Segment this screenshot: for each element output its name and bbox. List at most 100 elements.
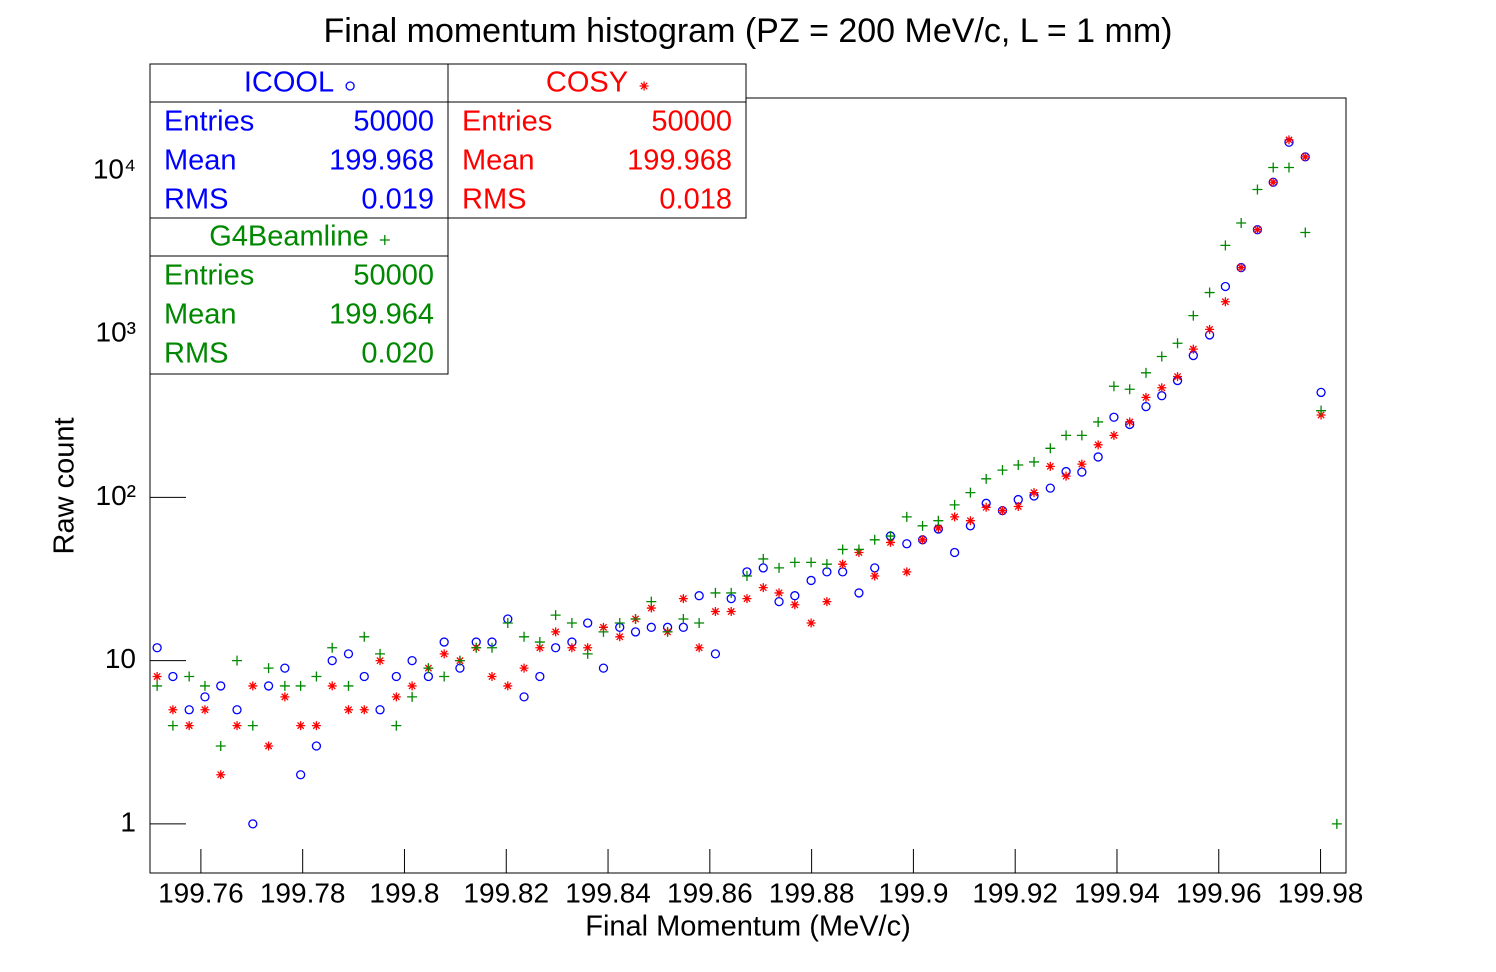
data-point: [901, 511, 912, 522]
data-point: [646, 622, 656, 632]
series: [152, 162, 1342, 829]
data-point: [1013, 501, 1023, 511]
data-point: [997, 506, 1007, 516]
data-point: [168, 705, 178, 715]
data-point: [311, 741, 322, 751]
data-point: [1204, 287, 1215, 298]
data-point: [726, 607, 736, 617]
stat-name: Entries: [164, 106, 254, 138]
data-point: [1172, 338, 1183, 349]
stats-box: [447, 63, 747, 219]
x-tick-label: 199.88: [769, 877, 855, 908]
stat-value: 199.968: [627, 145, 732, 177]
x-tick-label: 199.82: [463, 877, 549, 908]
data-point: [327, 642, 338, 653]
data-point: [343, 705, 353, 715]
y-tick-label: 10: [105, 643, 136, 674]
data-point: [933, 515, 944, 526]
y-tick-label: 1: [120, 806, 136, 837]
x-axis-label: Final Momentum (MeV/c): [585, 911, 911, 943]
stat-value: 0.020: [361, 338, 434, 370]
data-point: [902, 567, 912, 577]
x-tick-label: 199.94: [1074, 877, 1160, 908]
data-point: [1093, 416, 1104, 427]
data-point: [981, 473, 992, 484]
data-point: [232, 705, 242, 715]
data-point: [1220, 281, 1231, 292]
data-point: [248, 681, 258, 691]
data-point: [439, 637, 449, 647]
stat-name: Mean: [462, 145, 535, 177]
data-point: [1061, 471, 1071, 481]
data-point: [774, 588, 784, 598]
data-point: [1268, 162, 1279, 173]
data-point: [965, 487, 976, 498]
stat-value: 0.018: [659, 184, 732, 216]
data-point: [1029, 456, 1040, 467]
data-point: [311, 721, 321, 731]
data-point: [710, 649, 721, 659]
data-point: [184, 721, 194, 731]
data-point: [152, 680, 163, 691]
data-point: [726, 587, 737, 598]
legend-marker: [379, 235, 390, 245]
data-point: [439, 649, 449, 659]
stat-value: 199.964: [329, 299, 434, 331]
data-point: [774, 596, 784, 607]
data-point: [1141, 401, 1151, 412]
data-point: [311, 671, 322, 682]
data-point: [1316, 405, 1327, 416]
data-point: [1205, 324, 1215, 334]
data-point: [1140, 367, 1151, 378]
data-point: [359, 705, 369, 715]
data-point: [439, 671, 450, 682]
data-point: [885, 531, 896, 542]
data-point: [264, 741, 274, 751]
x-tick-label: 199.96: [1176, 877, 1262, 908]
stat-name: Entries: [164, 260, 254, 292]
data-point: [200, 692, 210, 702]
legend-label: COSY: [546, 67, 628, 99]
x-tick-label: 199.76: [158, 877, 244, 908]
stat-name: RMS: [462, 184, 526, 216]
data-point: [534, 637, 545, 648]
stat-value: 50000: [353, 106, 434, 138]
data-point: [279, 680, 290, 691]
stat-value: 0.019: [361, 184, 434, 216]
data-point: [997, 465, 1008, 476]
data-point: [1029, 488, 1039, 498]
data-point: [1316, 387, 1326, 398]
data-point: [1093, 452, 1103, 462]
data-point: [1284, 135, 1294, 145]
data-point: [280, 692, 290, 702]
data-point: [1156, 351, 1167, 362]
data-point: [1109, 412, 1119, 422]
stat-value: 199.968: [329, 145, 434, 177]
data-point: [710, 587, 721, 598]
data-point: [566, 618, 577, 629]
data-point: [742, 594, 752, 604]
data-point: [837, 544, 848, 555]
data-point: [790, 600, 800, 610]
data-point: [1173, 372, 1183, 382]
data-point: [375, 705, 385, 715]
data-point: [184, 671, 195, 682]
data-point: [247, 720, 258, 731]
data-point: [1220, 240, 1231, 251]
data-point: [1077, 459, 1087, 469]
data-point: [359, 631, 370, 642]
data-point: [1284, 162, 1294, 173]
x-tick-label: 199.92: [972, 877, 1058, 908]
legend-marker: [345, 81, 355, 91]
data-point: [886, 537, 896, 547]
data-point: [1220, 297, 1230, 307]
stat-name: Mean: [164, 145, 237, 177]
x-tick-label: 199.84: [565, 877, 651, 908]
data-point: [694, 591, 704, 601]
data-point: [741, 571, 752, 582]
x-tick-label: 199.98: [1278, 877, 1364, 908]
data-point: [662, 626, 673, 637]
legend-label: ICOOL: [244, 67, 334, 99]
data-point: [519, 631, 530, 642]
data-point: [327, 681, 337, 691]
